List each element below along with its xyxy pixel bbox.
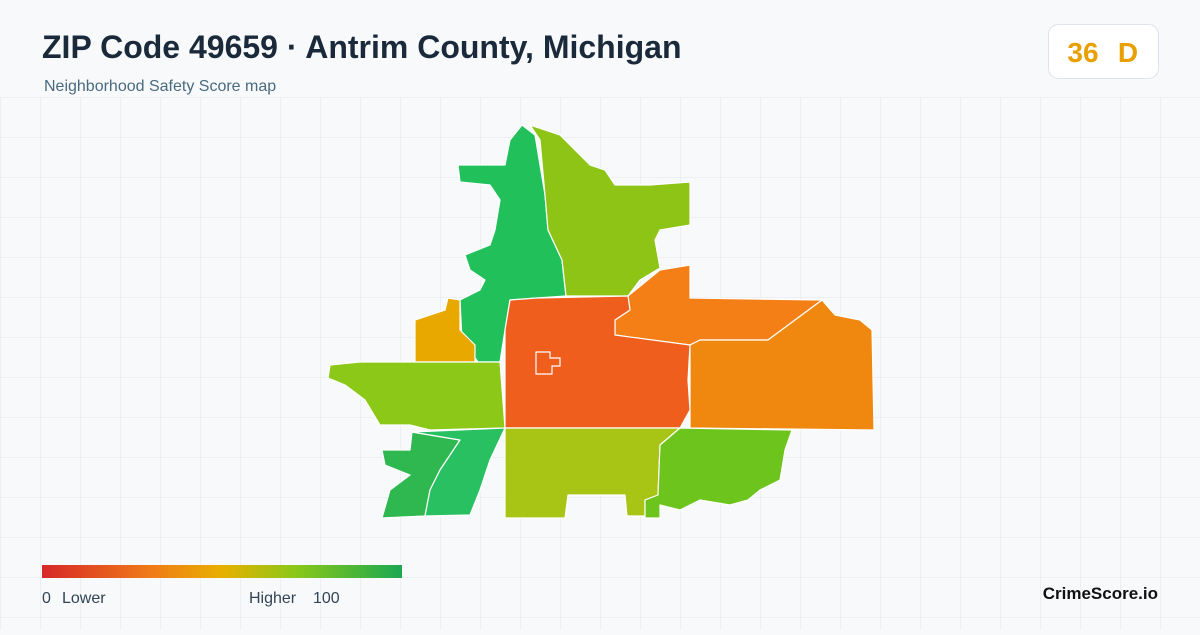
subtitle: Neighborhood Safety Score map	[44, 78, 276, 95]
region	[535, 351, 561, 375]
legend-max-label: Higher	[249, 590, 297, 607]
legend-min: 0	[42, 590, 51, 607]
region	[689, 299, 875, 431]
legend-bar	[42, 565, 402, 578]
legend-min-label: Lower	[62, 590, 106, 607]
grade: D	[1118, 37, 1138, 68]
brand: CrimeScore.io	[1043, 584, 1158, 603]
title: ZIP Code 49659 · Antrim County, Michigan	[42, 29, 682, 65]
score-badge	[1048, 24, 1159, 79]
region	[327, 361, 506, 431]
map	[327, 124, 875, 519]
score: 36	[1067, 37, 1098, 68]
region	[644, 427, 793, 519]
region	[504, 295, 691, 429]
legend-max: 100	[313, 590, 340, 607]
region	[411, 427, 506, 517]
region	[529, 124, 691, 297]
